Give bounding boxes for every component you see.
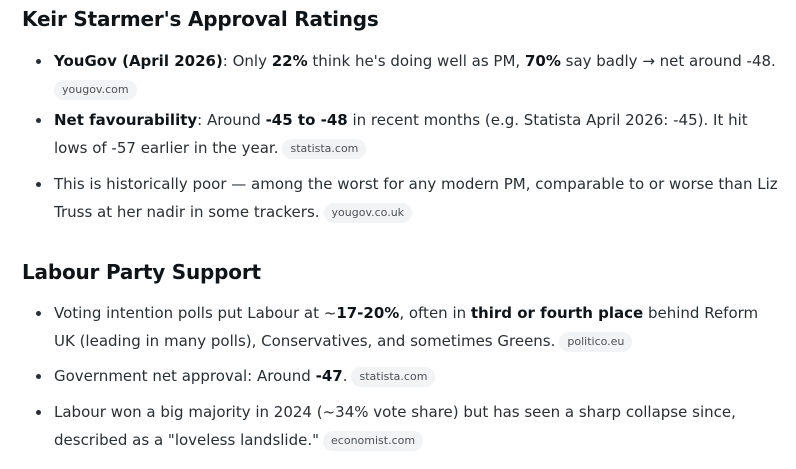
- list-item: Net favourability: Around -45 to -48 in …: [36, 106, 781, 162]
- bold-text: -45 to -48: [265, 111, 348, 129]
- bold-text: 22%: [271, 52, 308, 70]
- section-heading-labour: Labour Party Support: [22, 260, 261, 284]
- bold-text: third or fourth place: [470, 304, 644, 322]
- list-item: This is historically poor — among the wo…: [36, 170, 781, 226]
- source-chip[interactable]: politico.eu: [559, 332, 633, 352]
- bold-text: 70%: [524, 52, 561, 70]
- list-item: Government net approval: Around -47. stat…: [36, 362, 781, 390]
- bold-text: Net favourability: [54, 111, 198, 129]
- bold-text: -47: [315, 367, 343, 385]
- bold-text: YouGov (April 2026): [54, 52, 223, 70]
- source-chip[interactable]: yougov.co.uk: [323, 203, 413, 223]
- section-heading-approval: Keir Starmer's Approval Ratings: [22, 7, 379, 31]
- source-chip[interactable]: statista.com: [351, 367, 436, 387]
- source-chip[interactable]: yougov.com: [54, 80, 137, 100]
- list-item: Voting intention polls put Labour at ~17…: [36, 299, 781, 355]
- source-chip[interactable]: economist.com: [323, 431, 424, 451]
- list-item: Labour won a big majority in 2024 (~34% …: [36, 398, 781, 454]
- bold-text: 17-20%: [336, 304, 400, 322]
- list-item: YouGov (April 2026): Only 22% think he's…: [36, 47, 781, 103]
- source-chip[interactable]: statista.com: [282, 139, 367, 159]
